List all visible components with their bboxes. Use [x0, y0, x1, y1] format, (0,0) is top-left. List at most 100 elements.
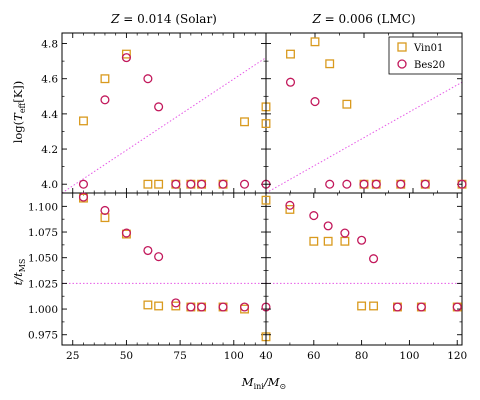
panel-title: Z = 0.014 (Solar)	[110, 12, 217, 26]
data-point-bes20	[310, 97, 320, 107]
data-point-vin01	[143, 179, 153, 189]
data-point-bes20	[171, 298, 181, 308]
data-point-bes20	[239, 302, 250, 312]
data-point-vin01	[369, 301, 379, 311]
data-point-bes20	[100, 205, 110, 216]
x-tick-label: 100	[399, 350, 419, 362]
data-point-vin01	[286, 49, 295, 59]
x-tick-label: 80	[355, 350, 368, 362]
panel-bottom-right: 40 60 80 100 120	[259, 192, 467, 362]
data-point-bes20	[78, 179, 89, 189]
data-point-vin01	[261, 119, 271, 128]
data-point-bes20	[78, 192, 89, 202]
data-point-bes20	[416, 302, 426, 312]
y-tick-label: 1.025	[28, 278, 58, 290]
data-point-vin01	[340, 236, 350, 246]
data-point-bes20	[325, 179, 335, 189]
x-tick-label: 25	[66, 350, 79, 362]
data-point-vin01	[325, 59, 335, 69]
x-tick-label: 75	[173, 350, 186, 362]
y-tick-label: 4.2	[41, 144, 58, 156]
y-tick-label: 4.4	[41, 109, 58, 121]
data-point-bes20	[285, 200, 295, 210]
legend: Vin01 Bes20	[388, 36, 463, 75]
data-point-bes20	[121, 53, 131, 63]
reference-line	[61, 57, 267, 194]
data-point-vin01	[154, 179, 164, 189]
reference-line	[265, 81, 463, 194]
data-point-bes20	[392, 302, 403, 312]
data-point-vin01	[143, 300, 153, 310]
y-tick-label: 1.050	[28, 253, 58, 265]
y-tick-label: 4.8	[41, 39, 58, 51]
data-point-bes20	[154, 102, 164, 112]
data-point-bes20	[239, 179, 250, 189]
data-point-bes20	[218, 302, 228, 312]
legend-label-vin01: Vin01	[413, 43, 443, 54]
data-point-bes20	[359, 179, 369, 189]
data-point-bes20	[420, 179, 430, 189]
y-axis-label-top: log(Teff[K])	[11, 81, 27, 144]
data-point-vin01	[323, 236, 333, 246]
data-point-vin01	[310, 37, 320, 47]
data-point-vin01	[342, 99, 352, 109]
data-point-bes20	[457, 179, 467, 189]
data-point-bes20	[186, 179, 196, 189]
y-tick-label: 4.6	[41, 74, 58, 86]
data-point-bes20	[197, 302, 207, 312]
legend-marker-bes20	[397, 59, 407, 69]
data-point-bes20	[396, 179, 406, 189]
legend-marker-vin01	[397, 42, 407, 52]
panel-top-right: Z = 0.006 (LMC)	[261, 12, 467, 194]
data-point-bes20	[342, 179, 352, 189]
x-axis-label: Mini/M⊙	[241, 375, 286, 391]
data-point-bes20	[100, 95, 110, 105]
data-point-bes20	[285, 77, 296, 87]
data-point-bes20	[186, 302, 196, 312]
x-tick-label: 50	[120, 350, 133, 362]
y-tick-label: 1.000	[28, 304, 58, 316]
panel-frame	[61, 192, 267, 346]
legend-label-bes20: Bes20	[414, 60, 445, 71]
data-point-bes20	[369, 254, 379, 264]
data-point-bes20	[340, 228, 350, 238]
y-tick-label: 1.075	[28, 227, 58, 239]
data-point-vin01	[121, 49, 131, 59]
data-point-bes20	[154, 252, 164, 262]
data-point-bes20	[143, 245, 153, 256]
data-point-vin01	[309, 236, 319, 246]
data-point-vin01	[171, 301, 181, 311]
x-tick-label: 100	[224, 350, 244, 362]
data-point-vin01	[100, 74, 110, 84]
data-point-vin01	[154, 301, 164, 311]
data-point-bes20	[143, 74, 153, 84]
data-point-bes20	[121, 228, 131, 238]
panel-frame	[265, 192, 463, 346]
panel-top-left: 4.0 4.2 4.4 4.6 4.8 Z = 0.014 (Solar)	[41, 12, 271, 194]
data-point-bes20	[357, 235, 367, 245]
y-axis-label-bottom: t/tMS	[11, 259, 27, 286]
data-point-bes20	[171, 179, 181, 189]
data-point-bes20	[452, 302, 462, 312]
data-point-vin01	[285, 204, 295, 214]
data-point-bes20	[371, 179, 381, 189]
y-tick-label: 0.975	[28, 330, 58, 342]
x-tick-label: 120	[447, 350, 467, 362]
panel-frame	[61, 32, 267, 194]
data-point-bes20	[323, 221, 333, 231]
x-tick-label: 40	[259, 350, 272, 362]
y-tick-label: 4.0	[41, 179, 58, 191]
data-point-vin01	[261, 195, 271, 205]
data-point-bes20	[218, 179, 228, 189]
panels: 4.0 4.2 4.4 4.6 4.8 Z = 0.014 (Solar) Z = 0.00…	[28, 12, 467, 362]
panel-bottom-left: 25 50 75 100 0.975 1.000 1.025 1.050 1.075 1.100	[28, 192, 271, 362]
x-tick-label: 60	[307, 350, 320, 362]
data-point-vin01	[79, 116, 88, 126]
data-point-bes20	[309, 211, 319, 221]
data-point-vin01	[240, 117, 249, 127]
data-point-bes20	[197, 179, 207, 189]
y-tick-label: 1.100	[28, 201, 58, 213]
panel-title: Z = 0.006 (LMC)	[312, 12, 416, 26]
data-point-vin01	[357, 301, 367, 311]
